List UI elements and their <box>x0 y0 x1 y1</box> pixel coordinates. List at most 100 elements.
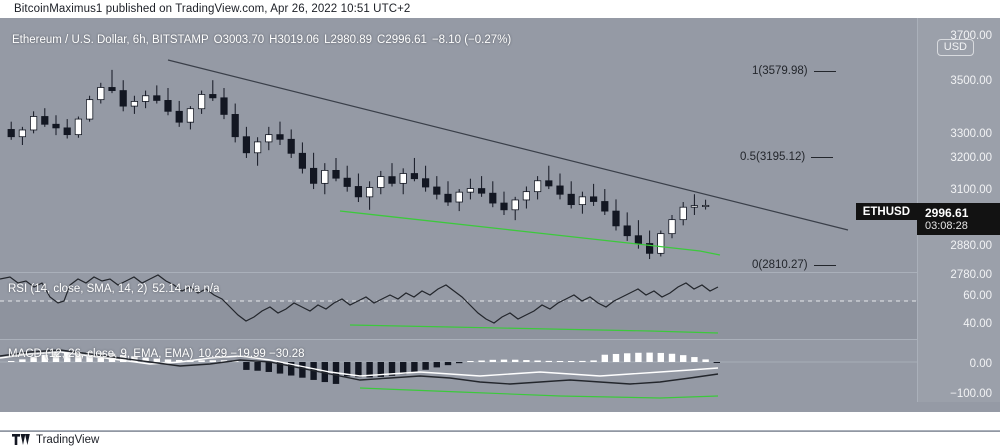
candle-up <box>455 191 463 203</box>
candle-down <box>500 202 508 211</box>
macd-bar-positive <box>209 360 216 362</box>
rsi-legend-title: RSI (14, close, SMA, 14, 2) <box>8 283 148 295</box>
price-tick-3200: 3200.00 <box>950 152 992 164</box>
macd-bar-positive <box>131 356 138 362</box>
candle-up <box>679 206 687 221</box>
ohlc-low-label: L <box>324 34 331 46</box>
price-scale[interactable]: 3700.00 USD 3500.00 3300.00 3200.00 3100… <box>917 18 1000 402</box>
rsi-plot <box>0 274 917 339</box>
currency-badge: USD <box>936 39 974 56</box>
candle-down <box>276 134 284 140</box>
macd-bar-positive <box>164 359 172 362</box>
price-pane[interactable]: Ethereum / U.S. Dollar, 6h, BITSTAMP O300… <box>0 18 1000 272</box>
fib-level-1-dash <box>813 70 836 72</box>
candle-down <box>175 110 183 123</box>
candle-down <box>489 192 497 204</box>
fib-level-05: 0.5(3195.12) <box>740 151 834 163</box>
macd-bar-positive <box>612 353 620 362</box>
macd-bar-negative <box>288 362 295 376</box>
chart-frame: Ethereum / U.S. Dollar, 6h, BITSTAMP O300… <box>0 18 1000 447</box>
candle-down <box>231 114 239 138</box>
macd-bar-positive <box>512 359 519 362</box>
macd-bar-positive <box>545 360 552 362</box>
candle-down <box>601 201 609 212</box>
macd-bar-positive <box>176 359 183 362</box>
tradingview-wordmark: TradingView <box>36 433 100 446</box>
candle-down <box>52 123 60 129</box>
candle-down <box>119 90 127 107</box>
candle-down <box>354 186 363 198</box>
candle-up <box>97 87 105 101</box>
price-legend: Ethereum / U.S. Dollar, 6h, BITSTAMP O300… <box>12 34 511 46</box>
macd-bar-positive <box>702 359 709 362</box>
macd-bar-negative <box>400 362 407 375</box>
candle-up <box>511 199 519 211</box>
macd-bar-positive <box>220 360 228 362</box>
pane-divider-rsi <box>0 272 1000 273</box>
candle-down <box>623 225 631 237</box>
macd-bar-negative <box>388 362 396 376</box>
macd-bar-positive <box>556 361 564 362</box>
candle-down <box>220 97 228 115</box>
candle-up <box>74 118 82 136</box>
macd-legend: MACD (12, 26, close, 9, EMA, EMA) 10.29 −… <box>8 348 305 360</box>
ohlc-low: 2980.89 <box>330 34 373 46</box>
macd-legend-values: 10.29 −19.99 −30.28 <box>198 348 305 360</box>
macd-bar-negative <box>299 362 306 378</box>
candle-up <box>18 129 27 138</box>
macd-bar-positive <box>500 359 508 362</box>
candle-up <box>130 101 138 107</box>
candle-up <box>690 205 699 208</box>
macd-bar-negative <box>355 362 362 378</box>
macd-bar-positive <box>534 360 541 362</box>
candle-down <box>108 87 116 91</box>
candle-down <box>298 152 307 169</box>
candle-up <box>522 191 531 201</box>
macd-bar-positive <box>635 352 642 362</box>
symbol-tag: ETHUSD <box>855 203 917 220</box>
macd-tick-neg100: −100.00 <box>950 388 992 400</box>
macd-pane[interactable]: MACD (12, 26, close, 9, EMA, EMA) 10.29 −… <box>0 340 1000 402</box>
macd-bar-negative <box>243 362 250 370</box>
rsi-smoothing-line <box>349 324 719 334</box>
rsi-band <box>0 301 917 339</box>
fib-level-0-dash <box>813 264 836 266</box>
candle-up <box>29 116 38 131</box>
candle-down <box>433 186 441 195</box>
candle-up <box>186 108 194 123</box>
fib-level-1-label: 1(3579.98) <box>752 65 808 77</box>
candle-down <box>287 138 295 154</box>
candle-up <box>253 141 262 154</box>
ohlc-high-label: H <box>269 34 278 46</box>
macd-bar-positive <box>478 360 485 362</box>
candle-down <box>421 178 430 188</box>
candle-down <box>410 173 419 180</box>
fib-level-1: 1(3579.98) <box>752 65 836 77</box>
fib-level-0: 0(2810.27) <box>752 259 836 271</box>
ohlc-close-label: C <box>377 34 386 46</box>
macd-bar-positive <box>30 356 37 362</box>
rsi-pane[interactable]: RSI (14, close, SMA, 14, 2) 52.14 n/a n/a <box>0 273 1000 339</box>
macd-bar-positive <box>668 353 676 362</box>
price-tick-3300: 3300.00 <box>950 128 992 140</box>
macd-bar-negative <box>321 362 328 383</box>
rsi-tick-60: 60.00 <box>963 290 992 302</box>
macd-bar-positive <box>489 359 496 362</box>
macd-bar-positive <box>467 361 474 362</box>
candle-down <box>567 193 575 206</box>
macd-plot <box>0 349 917 399</box>
candle-down <box>209 94 217 99</box>
macd-bar-positive <box>523 360 530 362</box>
macd-line <box>0 351 719 377</box>
candle-down <box>612 210 620 227</box>
candle-down <box>634 235 643 244</box>
candle-down <box>41 116 49 125</box>
candle-up <box>365 187 374 198</box>
candle-up <box>399 173 407 184</box>
tradingview-logo-icon <box>12 434 30 445</box>
macd-bar-positive <box>680 355 687 362</box>
fib-level-05-dash <box>811 156 834 158</box>
candle-up <box>534 180 542 193</box>
candle-up <box>197 94 206 110</box>
